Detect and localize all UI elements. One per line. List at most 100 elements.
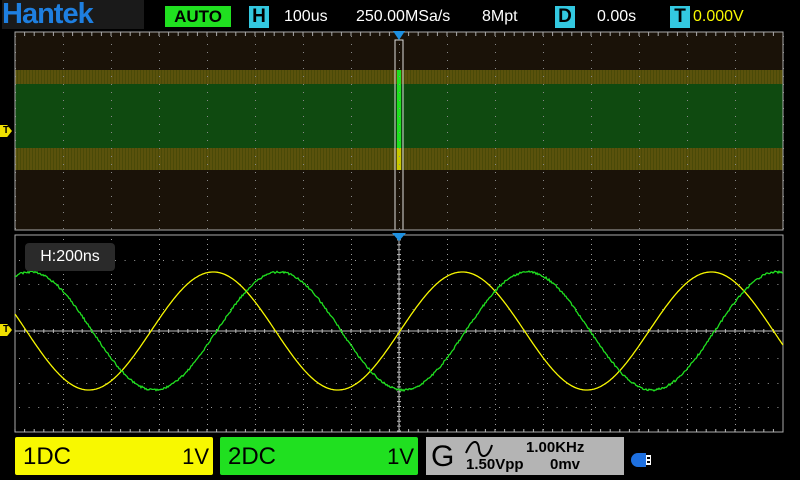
- grid-dot: [543, 389, 544, 390]
- grid-dot: [710, 309, 711, 310]
- grid-dot: [422, 309, 423, 310]
- grid-dot: [207, 419, 208, 420]
- overview-grid-dot: [447, 172, 448, 173]
- grid-dot: [735, 379, 736, 380]
- grid-dot: [153, 358, 154, 359]
- grid-dot: [739, 260, 740, 261]
- overview-grid-dot: [207, 204, 208, 205]
- grid-dot: [67, 407, 68, 408]
- grid-dot: [441, 333, 442, 334]
- grid-dot: [447, 364, 448, 365]
- overview-grid-dot: [159, 196, 160, 197]
- overview-grid-dot: [687, 92, 688, 93]
- grid-dot: [585, 383, 586, 384]
- grid-dot: [163, 333, 164, 334]
- overview-grid-dot: [303, 44, 304, 45]
- grid-dot: [720, 260, 721, 261]
- grid-dot: [307, 358, 308, 359]
- grid-dot: [528, 333, 529, 334]
- grid-dot: [710, 260, 711, 261]
- grid-dot: [461, 309, 462, 310]
- overview-grid-dot: [591, 68, 592, 69]
- grid-dot: [125, 358, 126, 359]
- grid-dot: [537, 383, 538, 384]
- grid-dot: [735, 269, 736, 270]
- grid-dot: [470, 383, 471, 384]
- overview-grid-dot: [687, 220, 688, 221]
- grid-dot: [528, 358, 529, 359]
- grid-dot: [86, 358, 87, 359]
- grid-dot: [758, 358, 759, 359]
- grid-dot: [105, 407, 106, 408]
- grid-dot: [528, 284, 529, 285]
- grid-dot: [566, 333, 567, 334]
- channel-1-indicator[interactable]: 1DC 1V: [15, 437, 213, 475]
- grid-dot: [499, 309, 500, 310]
- grid-dot: [111, 319, 112, 320]
- overview-grid-dot: [639, 148, 640, 149]
- grid-dot: [159, 364, 160, 365]
- grid-dot: [653, 407, 654, 408]
- grid-dot: [278, 407, 279, 408]
- overview-grid-dot: [399, 212, 400, 213]
- grid-dot: [591, 349, 592, 350]
- grid-dot: [687, 244, 688, 245]
- grid-dot: [201, 333, 202, 334]
- grid-dot: [63, 409, 64, 410]
- grid-dot: [495, 284, 496, 285]
- overview-grid-dot: [303, 52, 304, 53]
- grid-dot: [735, 389, 736, 390]
- overview-grid-dot: [303, 76, 304, 77]
- grid-dot: [681, 260, 682, 261]
- grid-dot: [591, 374, 592, 375]
- grid-dot: [614, 284, 615, 285]
- overview-grid-dot: [63, 140, 64, 141]
- overview-grid-dot: [495, 228, 496, 229]
- grid-dot: [111, 339, 112, 340]
- grid-dot: [701, 333, 702, 334]
- grid-dot: [543, 339, 544, 340]
- grid-dot: [489, 333, 490, 334]
- grid-dot: [297, 358, 298, 359]
- grid-dot: [509, 383, 510, 384]
- grid-dot: [537, 333, 538, 334]
- grid-dot: [739, 333, 740, 334]
- grid-dot: [441, 309, 442, 310]
- grid-dot: [768, 383, 769, 384]
- channel-2-indicator[interactable]: 2DC 1V: [220, 437, 418, 475]
- grid-dot: [207, 414, 208, 415]
- grid-dot: [303, 319, 304, 320]
- grid-dot: [591, 414, 592, 415]
- grid-dot: [303, 304, 304, 305]
- grid-dot: [447, 274, 448, 275]
- grid-dot: [691, 260, 692, 261]
- grid-dot: [576, 333, 577, 334]
- grid-dot: [351, 284, 352, 285]
- grid-dot: [447, 254, 448, 255]
- grid-dot: [207, 359, 208, 360]
- grid-dot: [432, 407, 433, 408]
- grid-dot: [735, 244, 736, 245]
- overview-grid-dot: [159, 36, 160, 37]
- overview-grid-dot: [639, 76, 640, 77]
- grid-dot: [48, 407, 49, 408]
- grid-dot: [495, 399, 496, 400]
- generator-panel[interactable]: G 1.00KHz 1.50Vpp 0mv: [426, 437, 624, 475]
- grid-dot: [681, 407, 682, 408]
- grid-dot: [447, 279, 448, 280]
- grid-dot: [303, 254, 304, 255]
- overview-grid-dot: [255, 212, 256, 213]
- grid-dot: [365, 383, 366, 384]
- grid-dot: [63, 314, 64, 315]
- grid-dot: [576, 284, 577, 285]
- grid-dot: [687, 364, 688, 365]
- overview-grid-dot: [399, 140, 400, 141]
- grid-dot: [255, 259, 256, 260]
- grid-dot: [585, 407, 586, 408]
- grid-dot: [447, 374, 448, 375]
- grid-dot: [63, 284, 64, 285]
- grid-dot: [153, 309, 154, 310]
- grid-dot: [29, 309, 30, 310]
- grid-dot: [159, 369, 160, 370]
